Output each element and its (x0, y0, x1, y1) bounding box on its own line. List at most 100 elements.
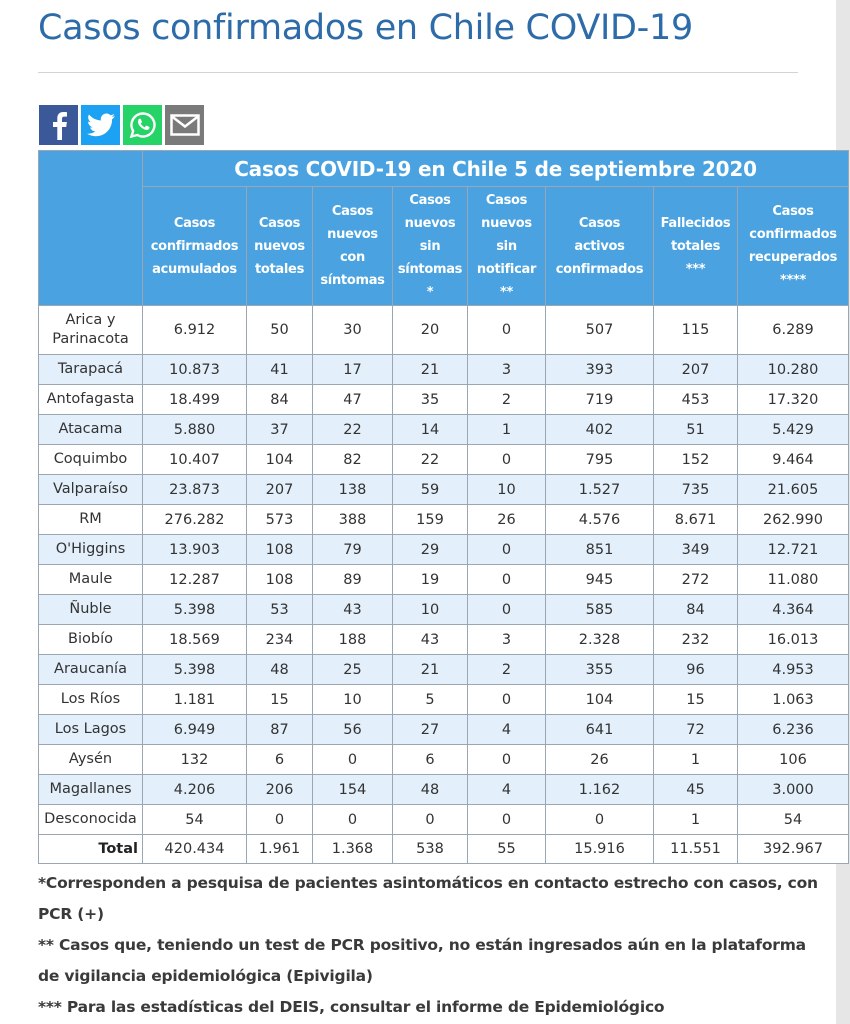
twitter-share-button[interactable] (81, 105, 120, 145)
value-cell: 53 (246, 594, 313, 625)
region-cell: Antofagasta (38, 384, 143, 415)
region-cell: Magallanes (38, 774, 143, 805)
table-row: Coquimbo 10.407 104 82 22 0 795 152 9.464 (38, 444, 850, 475)
table-row: Araucanía 5.398 48 25 21 2 355 96 4.953 (38, 654, 850, 685)
footnote-not-notified: ** Casos que, teniendo un test de PCR po… (38, 936, 806, 985)
region-cell: Los Ríos (38, 684, 143, 715)
value-cell: 795 (545, 444, 654, 475)
table-row: Tarapacá 10.873 41 17 21 3 393 207 10.280 (38, 354, 850, 385)
value-cell: 23.873 (142, 474, 247, 505)
region-cell: RM (38, 504, 143, 535)
region-cell: Aysén (38, 744, 143, 775)
value-cell: 5.398 (142, 654, 247, 685)
region-cell: Biobío (38, 624, 143, 655)
value-cell: 234 (246, 624, 313, 655)
table-row: Los Ríos 1.181 15 10 5 0 104 15 1.063 (38, 684, 850, 715)
value-cell: 10 (467, 474, 546, 505)
value-cell: 115 (653, 305, 738, 355)
page-title: Casos confirmados en Chile COVID-19 (38, 8, 693, 48)
value-cell: 22 (392, 444, 468, 475)
value-cell: 17 (312, 354, 393, 385)
value-cell: 4 (467, 774, 546, 805)
value-cell: 641 (545, 714, 654, 745)
value-cell: 4.576 (545, 504, 654, 535)
whatsapp-share-button[interactable] (123, 105, 162, 145)
region-cell: Los Lagos (38, 714, 143, 745)
email-share-button[interactable] (165, 105, 204, 145)
value-cell: 54 (736, 804, 850, 835)
value-cell: 20 (392, 305, 468, 355)
value-cell: 79 (312, 534, 393, 565)
value-cell: 18.499 (142, 384, 247, 415)
value-cell: 25 (312, 654, 393, 685)
value-cell: 1.527 (545, 474, 654, 505)
value-cell: 10 (312, 684, 393, 715)
value-cell: 388 (312, 504, 393, 535)
value-cell: 8.671 (653, 504, 738, 535)
table-row: Valparaíso 23.873 207 138 59 10 1.527 735 21.605 (38, 474, 850, 505)
value-cell: 6 (246, 744, 313, 775)
covid-cases-table: Casos COVID-19 en Chile 5 de septiembre … (38, 150, 850, 864)
value-cell: 55 (467, 834, 546, 864)
value-cell: 14 (392, 414, 468, 445)
value-cell: 10 (392, 594, 468, 625)
value-cell: 719 (545, 384, 654, 415)
value-cell: 206 (246, 774, 313, 805)
column-header: Casos nuevos sin síntomas * (392, 186, 468, 306)
value-cell: 232 (653, 624, 738, 655)
value-cell: 3 (467, 354, 546, 385)
value-cell: 5.880 (142, 414, 247, 445)
value-cell: 96 (653, 654, 738, 685)
value-cell: 43 (392, 624, 468, 655)
value-cell: 349 (653, 534, 738, 565)
value-cell: 6.912 (142, 305, 247, 355)
value-cell: 3.000 (736, 774, 850, 805)
value-cell: 26 (545, 744, 654, 775)
value-cell: 207 (246, 474, 313, 505)
value-cell: 2.328 (545, 624, 654, 655)
value-cell: 0 (545, 804, 654, 835)
value-cell: 21 (392, 654, 468, 685)
value-cell: 4.364 (736, 594, 850, 625)
value-cell: 420.434 (142, 834, 247, 864)
value-cell: 15 (246, 684, 313, 715)
value-cell: 188 (312, 624, 393, 655)
value-cell: 945 (545, 564, 654, 595)
value-cell: 21 (392, 354, 468, 385)
table-caption: Casos COVID-19 en Chile 5 de septiembre … (141, 150, 850, 187)
value-cell: 138 (312, 474, 393, 505)
value-cell: 4 (467, 714, 546, 745)
value-cell: 573 (246, 504, 313, 535)
column-header: Casos nuevos totales (246, 186, 313, 306)
value-cell: 6 (392, 744, 468, 775)
value-cell: 402 (545, 414, 654, 445)
table-row: O'Higgins 13.903 108 79 29 0 851 349 12.721 (38, 534, 850, 565)
table-total-row: Total 420.434 1.961 1.368 538 55 15.916 11.551 3… (38, 834, 850, 864)
value-cell: 1 (467, 414, 546, 445)
value-cell: 35 (392, 384, 468, 415)
value-cell: 1.368 (312, 834, 393, 864)
value-cell: 59 (392, 474, 468, 505)
value-cell: 1.961 (246, 834, 313, 864)
region-cell: Maule (38, 564, 143, 595)
value-cell: 393 (545, 354, 654, 385)
value-cell: 0 (467, 744, 546, 775)
table-row: Ñuble 5.398 53 43 10 0 585 84 4.364 (38, 594, 850, 625)
table-row: Magallanes 4.206 206 154 48 4 1.162 45 3.000 (38, 774, 850, 805)
value-cell: 1.063 (736, 684, 850, 715)
table-body: Arica y Parinacota 6.912 50 30 20 0 507 115 6.28… (38, 305, 850, 864)
value-cell: 17.320 (736, 384, 850, 415)
value-cell: 1.181 (142, 684, 247, 715)
facebook-share-button[interactable] (39, 105, 78, 145)
value-cell: 0 (392, 804, 468, 835)
value-cell: 26 (467, 504, 546, 535)
value-cell: 262.990 (736, 504, 850, 535)
value-cell: 54 (142, 804, 247, 835)
value-cell: 207 (653, 354, 738, 385)
value-cell: 84 (246, 384, 313, 415)
value-cell: 0 (467, 534, 546, 565)
value-cell: 43 (312, 594, 393, 625)
value-cell: 5.398 (142, 594, 247, 625)
title-divider (38, 72, 798, 73)
value-cell: 585 (545, 594, 654, 625)
